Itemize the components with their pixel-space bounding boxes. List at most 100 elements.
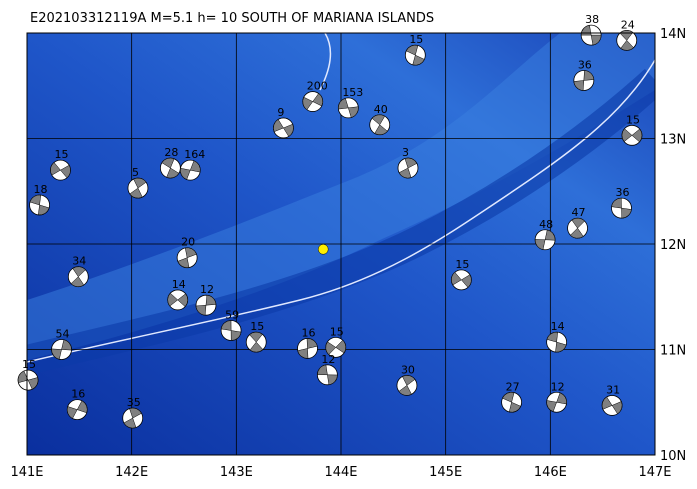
depth-label: 20 xyxy=(181,236,195,249)
x-tick-label: 144E xyxy=(324,465,357,480)
depth-label: 15 xyxy=(22,358,36,371)
depth-label: 14 xyxy=(551,320,565,333)
compression-quadrant xyxy=(167,292,188,307)
depth-label: 5 xyxy=(132,166,139,179)
x-tick-label: 142E xyxy=(115,465,148,480)
compression-quadrant xyxy=(546,331,567,353)
focal-mechanism: 35 xyxy=(122,396,144,429)
depth-label: 27 xyxy=(506,380,520,393)
compression-quadrant xyxy=(338,97,359,118)
trench-line xyxy=(319,33,332,91)
compression-quadrant xyxy=(570,217,585,239)
focal-mechanism: 14 xyxy=(546,320,568,353)
focal-mechanism: 27 xyxy=(501,380,523,413)
compression-quadrant xyxy=(29,194,50,216)
map-title: E202103312119A M=5.1 h= 10 SOUTH OF MARI… xyxy=(30,11,434,26)
depth-label: 15 xyxy=(54,148,68,161)
depth-label: 16 xyxy=(302,326,316,339)
focal-mechanism: 12 xyxy=(195,283,217,316)
focal-mechanism: 12 xyxy=(316,353,338,386)
compression-quadrant xyxy=(249,331,264,353)
depth-label: 36 xyxy=(578,58,592,71)
compression-quadrant xyxy=(17,370,39,390)
compression-quadrant xyxy=(70,266,86,287)
depth-label: 28 xyxy=(164,146,178,159)
y-tick-label: 11N xyxy=(660,344,686,359)
focal-mechanism: 36 xyxy=(573,58,595,91)
focal-mechanism: 48 xyxy=(534,218,556,251)
depth-label: 24 xyxy=(621,18,635,31)
focal-mechanism: 153 xyxy=(337,86,363,119)
depth-label: 59 xyxy=(225,309,239,322)
compression-quadrant xyxy=(195,294,217,316)
depth-label: 36 xyxy=(616,186,630,199)
compression-quadrant xyxy=(405,44,425,66)
depth-label: 15 xyxy=(455,258,469,271)
focal-mechanism: 15 xyxy=(404,33,426,66)
y-tick-label: 14N xyxy=(660,27,686,42)
focal-mechanism: 16 xyxy=(66,388,88,421)
depth-label: 14 xyxy=(172,278,186,291)
focal-mechanism: 15 xyxy=(17,358,39,391)
x-tick-label: 145E xyxy=(429,465,462,480)
depth-label: 35 xyxy=(127,396,141,409)
compression-quadrant xyxy=(325,339,346,355)
compression-quadrant xyxy=(317,364,338,385)
focal-mechanism: 15 xyxy=(450,258,472,291)
depth-label: 12 xyxy=(200,283,214,296)
y-tick-label: 13N xyxy=(660,133,686,148)
depth-label: 31 xyxy=(606,383,620,396)
compression-quadrant xyxy=(129,177,147,199)
depth-label: 12 xyxy=(551,380,565,393)
depth-label: 9 xyxy=(277,106,284,119)
focal-mechanism: 20 xyxy=(176,236,198,269)
focal-mechanism: 36 xyxy=(611,186,632,219)
focal-mechanism: 40 xyxy=(369,103,391,136)
focal-mechanism: 5 xyxy=(127,166,149,199)
focal-mechanism: 38 xyxy=(580,13,602,46)
depth-label: 15 xyxy=(626,113,640,126)
compression-quadrant xyxy=(123,407,142,429)
focal-mechanism: 59 xyxy=(220,309,242,341)
focal-mechanism: 15 xyxy=(621,113,643,146)
depth-label: 34 xyxy=(72,255,86,268)
depth-label: 54 xyxy=(56,328,70,341)
depth-label: 38 xyxy=(585,13,599,26)
depth-label: 12 xyxy=(321,353,335,366)
compression-quadrant xyxy=(546,392,567,412)
compression-quadrant xyxy=(273,119,294,137)
focal-mechanism: 47 xyxy=(567,206,588,239)
focal-mechanism: 9 xyxy=(273,106,294,139)
x-tick-label: 146E xyxy=(534,465,567,480)
x-tick-label: 147E xyxy=(638,465,671,480)
compression-quadrant xyxy=(573,70,595,91)
compression-quadrant xyxy=(161,157,180,179)
focal-mechanism: 164 xyxy=(179,148,205,181)
focal-mechanism: 28 xyxy=(159,146,181,179)
depth-label: 164 xyxy=(184,148,205,161)
compression-quadrant xyxy=(177,247,197,268)
compression-quadrant xyxy=(621,128,643,143)
epicenter xyxy=(317,244,329,255)
focal-mechanism: 16 xyxy=(297,326,318,359)
compression-quadrant xyxy=(51,339,72,360)
focal-mechanism: 15 xyxy=(50,148,71,181)
compression-quadrant xyxy=(534,229,556,250)
depth-label: 15 xyxy=(409,33,423,46)
focal-mechanism: 12 xyxy=(546,380,568,413)
focal-mechanism: 30 xyxy=(396,363,418,396)
compression-quadrant xyxy=(66,400,88,419)
depth-label: 153 xyxy=(342,86,363,99)
focal-mechanism: 31 xyxy=(601,383,623,416)
depth-label: 15 xyxy=(330,325,344,338)
focal-mechanism: 34 xyxy=(67,255,89,288)
compression-quadrant xyxy=(601,396,623,415)
focal-mechanism: 3 xyxy=(397,146,419,179)
compression-quadrant xyxy=(502,392,522,413)
x-tick-label: 143E xyxy=(220,465,253,480)
y-tick-label: 12N xyxy=(660,238,686,253)
y-tick-label: 10N xyxy=(660,449,686,464)
compression-quadrant xyxy=(371,114,388,135)
focal-mechanism: 18 xyxy=(29,183,50,216)
